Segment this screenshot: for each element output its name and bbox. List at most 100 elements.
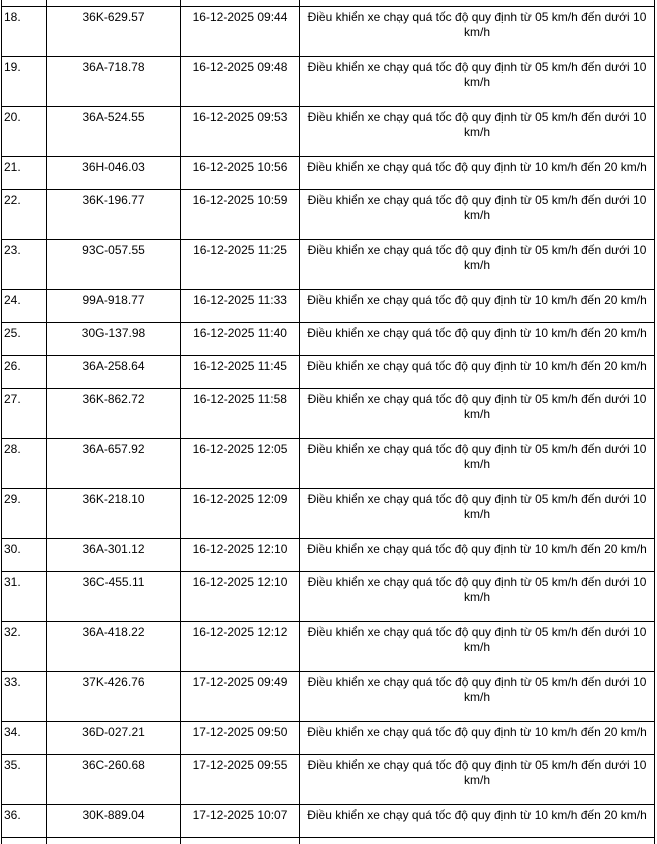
cell-license-plate: 36K-862.72 <box>46 387 181 439</box>
cell-datetime: 16-12-2025 11:40 <box>180 321 300 356</box>
cell-datetime: 17-12-2025 10:07 <box>180 803 300 838</box>
cell-row-number: 30. <box>1 537 47 572</box>
cell-datetime: 16-12-2025 12:09 <box>180 487 300 539</box>
cell-license-plate: 36K-218.10 <box>46 487 181 539</box>
cell-row-number: 22. <box>1 188 47 240</box>
table-row: 20. 36A-524.55 16-12-2025 09:53 Điều khiển … <box>1 105 655 157</box>
cell-license-plate: 36D-027.21 <box>46 720 181 755</box>
cell-datetime: 16-12-2025 09:53 <box>180 105 300 157</box>
cell-datetime: 16-12-2025 11:33 <box>180 288 300 323</box>
table-row: 26. 36A-258.64 16-12-2025 11:45 Điều khiển … <box>1 354 655 389</box>
cell-license-plate: 36A-418.22 <box>46 620 181 672</box>
cell-row-number: 29. <box>1 487 47 539</box>
cell-violation-description: Điều khiển xe chạy quá tốc độ quy định t… <box>299 55 655 107</box>
table-row: 27. 36K-862.72 16-12-2025 11:58 Điều khiển … <box>1 387 655 439</box>
empty-cell <box>1 836 47 844</box>
cell-license-plate: 30G-137.98 <box>46 321 181 356</box>
table-row: 19. 36A-718.78 16-12-2025 09:48 Điều khiển … <box>1 55 655 107</box>
cell-violation-description: Điều khiển xe chạy quá tốc độ quy định t… <box>299 720 655 755</box>
cell-violation-description: Điều khiển xe chạy quá tốc độ quy định t… <box>299 487 655 539</box>
cell-datetime: 16-12-2025 12:10 <box>180 570 300 622</box>
empty-cell <box>299 836 655 844</box>
cell-datetime: 16-12-2025 11:58 <box>180 387 300 439</box>
cell-row-number: 28. <box>1 437 47 489</box>
cell-row-number: 35. <box>1 753 47 805</box>
cell-row-number: 32. <box>1 620 47 672</box>
table-row: 30. 36A-301.12 16-12-2025 12:10 Điều khiển … <box>1 537 655 572</box>
table-row: 34. 36D-027.21 17-12-2025 09:50 Điều khiển … <box>1 720 655 755</box>
cell-datetime: 16-12-2025 09:48 <box>180 55 300 107</box>
cell-license-plate: 36K-196.77 <box>46 188 181 240</box>
cell-row-number: 18. <box>1 5 47 57</box>
table-row: 18. 36K-629.57 16-12-2025 09:44 Điều khiển … <box>1 5 655 57</box>
cell-violation-description: Điều khiển xe chạy quá tốc độ quy định t… <box>299 105 655 157</box>
cell-datetime: 16-12-2025 12:12 <box>180 620 300 672</box>
cell-license-plate: 36A-718.78 <box>46 55 181 107</box>
cell-violation-description: Điều khiển xe chạy quá tốc độ quy định t… <box>299 620 655 672</box>
cell-datetime: 16-12-2025 10:56 <box>180 155 300 190</box>
cell-violation-description: Điều khiển xe chạy quá tốc độ quy định t… <box>299 288 655 323</box>
cell-violation-description: Điều khiển xe chạy quá tốc độ quy định t… <box>299 354 655 389</box>
table-row: 36. 30K-889.04 17-12-2025 10:07 Điều khiển … <box>1 803 655 838</box>
cell-datetime: 17-12-2025 09:50 <box>180 720 300 755</box>
cell-license-plate: 36C-455.11 <box>46 570 181 622</box>
cell-datetime: 17-12-2025 09:55 <box>180 753 300 805</box>
cell-license-plate: 36C-260.68 <box>46 753 181 805</box>
partial-row-bottom <box>1 836 655 844</box>
cell-violation-description: Điều khiển xe chạy quá tốc độ quy định t… <box>299 387 655 439</box>
cell-row-number: 23. <box>1 238 47 290</box>
cell-license-plate: 36A-301.12 <box>46 537 181 572</box>
empty-cell <box>180 836 300 844</box>
cell-license-plate: 36K-629.57 <box>46 5 181 57</box>
cell-row-number: 20. <box>1 105 47 157</box>
table-row: 25. 30G-137.98 16-12-2025 11:40 Điều khiển … <box>1 321 655 356</box>
cell-license-plate: 93C-057.55 <box>46 238 181 290</box>
cell-license-plate: 36A-258.64 <box>46 354 181 389</box>
cell-row-number: 36. <box>1 803 47 838</box>
cell-license-plate: 30K-889.04 <box>46 803 181 838</box>
violation-rows: 18. 36K-629.57 16-12-2025 09:44 Điều khiển … <box>1 5 655 838</box>
cell-license-plate: 36H-046.03 <box>46 155 181 190</box>
cell-row-number: 19. <box>1 55 47 107</box>
table-row: 28. 36A-657.92 16-12-2025 12:05 Điều khiển … <box>1 437 655 489</box>
cell-violation-description: Điều khiển xe chạy quá tốc độ quy định t… <box>299 537 655 572</box>
cell-violation-description: Điều khiển xe chạy quá tốc độ quy định t… <box>299 437 655 489</box>
cell-row-number: 33. <box>1 670 47 722</box>
cell-violation-description: Điều khiển xe chạy quá tốc độ quy định t… <box>299 670 655 722</box>
cell-datetime: 16-12-2025 11:45 <box>180 354 300 389</box>
cell-row-number: 34. <box>1 720 47 755</box>
cell-row-number: 24. <box>1 288 47 323</box>
cell-violation-description: Điều khiển xe chạy quá tốc độ quy định t… <box>299 753 655 805</box>
cell-license-plate: 99A-918.77 <box>46 288 181 323</box>
cell-violation-description: Điều khiển xe chạy quá tốc độ quy định t… <box>299 188 655 240</box>
cell-row-number: 26. <box>1 354 47 389</box>
cell-row-number: 21. <box>1 155 47 190</box>
cell-violation-description: Điều khiển xe chạy quá tốc độ quy định t… <box>299 803 655 838</box>
cell-row-number: 25. <box>1 321 47 356</box>
cell-row-number: 27. <box>1 387 47 439</box>
table-row: 32. 36A-418.22 16-12-2025 12:12 Điều khiển … <box>1 620 655 672</box>
cell-violation-description: Điều khiển xe chạy quá tốc độ quy định t… <box>299 238 655 290</box>
table-row: 23. 93C-057.55 16-12-2025 11:25 Điều khiển … <box>1 238 655 290</box>
table-row: 29. 36K-218.10 16-12-2025 12:09 Điều khiển … <box>1 487 655 539</box>
empty-cell <box>46 836 181 844</box>
table-row: 35. 36C-260.68 17-12-2025 09:55 Điều khiển … <box>1 753 655 805</box>
table-row: 21. 36H-046.03 16-12-2025 10:56 Điều khiển … <box>1 155 655 190</box>
cell-violation-description: Điều khiển xe chạy quá tốc độ quy định t… <box>299 5 655 57</box>
cell-violation-description: Điều khiển xe chạy quá tốc độ quy định t… <box>299 570 655 622</box>
cell-datetime: 16-12-2025 09:44 <box>180 5 300 57</box>
cell-violation-description: Điều khiển xe chạy quá tốc độ quy định t… <box>299 155 655 190</box>
table-row: 22. 36K-196.77 16-12-2025 10:59 Điều khiển … <box>1 188 655 240</box>
cell-license-plate: 36A-657.92 <box>46 437 181 489</box>
cell-row-number: 31. <box>1 570 47 622</box>
table-row: 24. 99A-918.77 16-12-2025 11:33 Điều khiển … <box>1 288 655 323</box>
table-row: 31. 36C-455.11 16-12-2025 12:10 Điều khiển … <box>1 570 655 622</box>
cell-datetime: 16-12-2025 11:25 <box>180 238 300 290</box>
cell-license-plate: 36A-524.55 <box>46 105 181 157</box>
cell-datetime: 17-12-2025 09:49 <box>180 670 300 722</box>
table-row: 33. 37K-426.76 17-12-2025 09:49 Điều khiển … <box>1 670 655 722</box>
cell-datetime: 16-12-2025 10:59 <box>180 188 300 240</box>
cell-license-plate: 37K-426.76 <box>46 670 181 722</box>
cell-datetime: 16-12-2025 12:10 <box>180 537 300 572</box>
